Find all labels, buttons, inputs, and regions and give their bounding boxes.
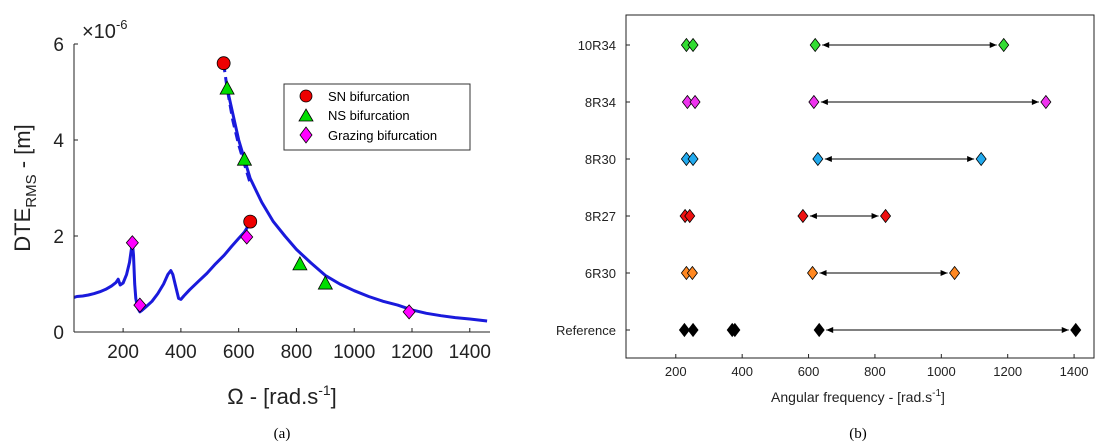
- y-tick-label: 10R34: [578, 38, 616, 53]
- row-10R34: 10R34: [578, 37, 1010, 53]
- row-8R30: 8R30: [585, 151, 987, 167]
- data-point: [880, 208, 892, 224]
- panel-a-x-label: Ω - [rad.s-1]: [227, 382, 337, 409]
- x-tick-label: 1400: [1060, 364, 1089, 379]
- data-point: [687, 322, 699, 338]
- arrow-head-left: [822, 42, 830, 48]
- panel-a-y-ticks: 0 2 4 6: [53, 35, 78, 344]
- grazing-marker: [402, 304, 416, 320]
- ns-marker: [236, 151, 253, 166]
- arrow-head-left: [820, 99, 828, 105]
- panel-a: 200 400 600 800 1000 1200 1400 0 2 4 6 ×10-6 DTER…: [10, 17, 491, 442]
- x-tick-label: 600: [223, 342, 255, 363]
- panel-a-x-ticks: 200 400 600 800 1000 1200 1400: [107, 328, 491, 363]
- arrow-head-right: [967, 156, 975, 162]
- data-point: [681, 94, 693, 110]
- x-tick-label: 1200: [993, 364, 1022, 379]
- data-point: [998, 37, 1010, 53]
- x-tick-label: 1000: [333, 342, 375, 363]
- arrow-head-right: [871, 213, 879, 219]
- arrow-head-left: [824, 156, 832, 162]
- series-line: [225, 87, 488, 323]
- y-tick-label: 0: [53, 323, 64, 344]
- y-tick-label: Reference: [556, 323, 616, 338]
- data-point: [686, 265, 698, 281]
- row-Reference: Reference: [556, 322, 1082, 338]
- panel-b-caption: (b): [849, 426, 867, 442]
- ns-marker: [317, 275, 334, 290]
- arrow-head-left: [809, 213, 817, 219]
- panel-b-rows: 10R34 8R34 8R30 8R27 6R30 Reference: [556, 37, 1082, 338]
- row-6R30: 6R30: [585, 265, 961, 281]
- sn-marker: [243, 214, 258, 229]
- panel-b-frame: [625, 14, 1095, 359]
- legend-ns-marker: [298, 108, 314, 122]
- row-8R27: 8R27: [585, 208, 892, 224]
- data-point: [687, 151, 699, 167]
- legend-ns-label: NS bifurcation: [328, 108, 410, 123]
- panel-a-y-label: DTERMS - [m]: [10, 124, 40, 251]
- series-line: [73, 220, 252, 314]
- grazing-marker: [240, 229, 254, 245]
- x-tick-label: 1000: [927, 364, 956, 379]
- ns-marker: [219, 80, 235, 95]
- y-tick-label: 4: [53, 131, 64, 152]
- data-point: [949, 265, 961, 281]
- sn-marker: [216, 56, 231, 71]
- arrow-head-right: [1031, 99, 1039, 105]
- panel-b-x-ticks: 200 400 600 800 1000 1200 1400: [665, 354, 1089, 379]
- panel-a-markers: [125, 56, 416, 320]
- data-point: [1040, 94, 1052, 110]
- arrow-head-right: [940, 270, 948, 276]
- panel-b-x-label: Angular frequency - [rad.s-1]: [771, 388, 945, 405]
- data-point: [684, 208, 696, 224]
- panel-a-legend: SN bifurcation NS bifurcation Grazing bi…: [283, 83, 471, 151]
- legend-grazing-label: Grazing bifurcation: [328, 128, 437, 143]
- data-point: [809, 37, 821, 53]
- data-point: [678, 322, 690, 338]
- ns-marker: [292, 255, 308, 271]
- data-point: [729, 322, 741, 338]
- y-tick-label: 8R34: [585, 95, 616, 110]
- x-tick-label: 600: [798, 364, 820, 379]
- arrow-head-left: [819, 270, 827, 276]
- x-tick-label: 1400: [449, 342, 491, 363]
- legend-sn-label: SN bifurcation: [328, 89, 410, 104]
- y-tick-label: 2: [53, 227, 64, 248]
- grazing-marker: [125, 235, 139, 251]
- grazing-marker: [133, 297, 147, 313]
- panel-a-caption: (a): [274, 426, 291, 442]
- data-point: [975, 151, 987, 167]
- y-tick-label: 8R27: [585, 209, 616, 224]
- x-tick-label: 200: [665, 364, 687, 379]
- data-point: [813, 322, 825, 338]
- legend-grazing-marker: [299, 126, 313, 144]
- arrow-head-right: [1061, 327, 1069, 333]
- arrow-head-right: [989, 42, 997, 48]
- data-point: [807, 265, 819, 281]
- arrow-head-left: [826, 327, 834, 333]
- y-tick-label: 6: [53, 35, 64, 56]
- x-tick-label: 800: [281, 342, 313, 363]
- data-point: [812, 151, 824, 167]
- y-tick-label: 8R30: [585, 152, 616, 167]
- legend-box: [283, 83, 471, 151]
- x-tick-label: 200: [107, 342, 139, 363]
- y-tick-label: 6R30: [585, 266, 616, 281]
- data-point: [1070, 322, 1082, 338]
- x-tick-label: 400: [731, 364, 753, 379]
- panel-a-exponent: ×10-6: [82, 17, 128, 43]
- data-point: [808, 94, 820, 110]
- legend-sn-marker: [299, 89, 313, 103]
- x-tick-label: 400: [165, 342, 197, 363]
- data-point: [689, 94, 701, 110]
- x-tick-label: 1200: [391, 342, 433, 363]
- x-tick-label: 800: [864, 364, 886, 379]
- row-8R34: 8R34: [585, 94, 1052, 110]
- data-point: [687, 37, 699, 53]
- data-point: [797, 208, 809, 224]
- panel-b: 200 400 600 800 1000 1200 1400 10R34 8R34 8R30 8R…: [556, 14, 1095, 442]
